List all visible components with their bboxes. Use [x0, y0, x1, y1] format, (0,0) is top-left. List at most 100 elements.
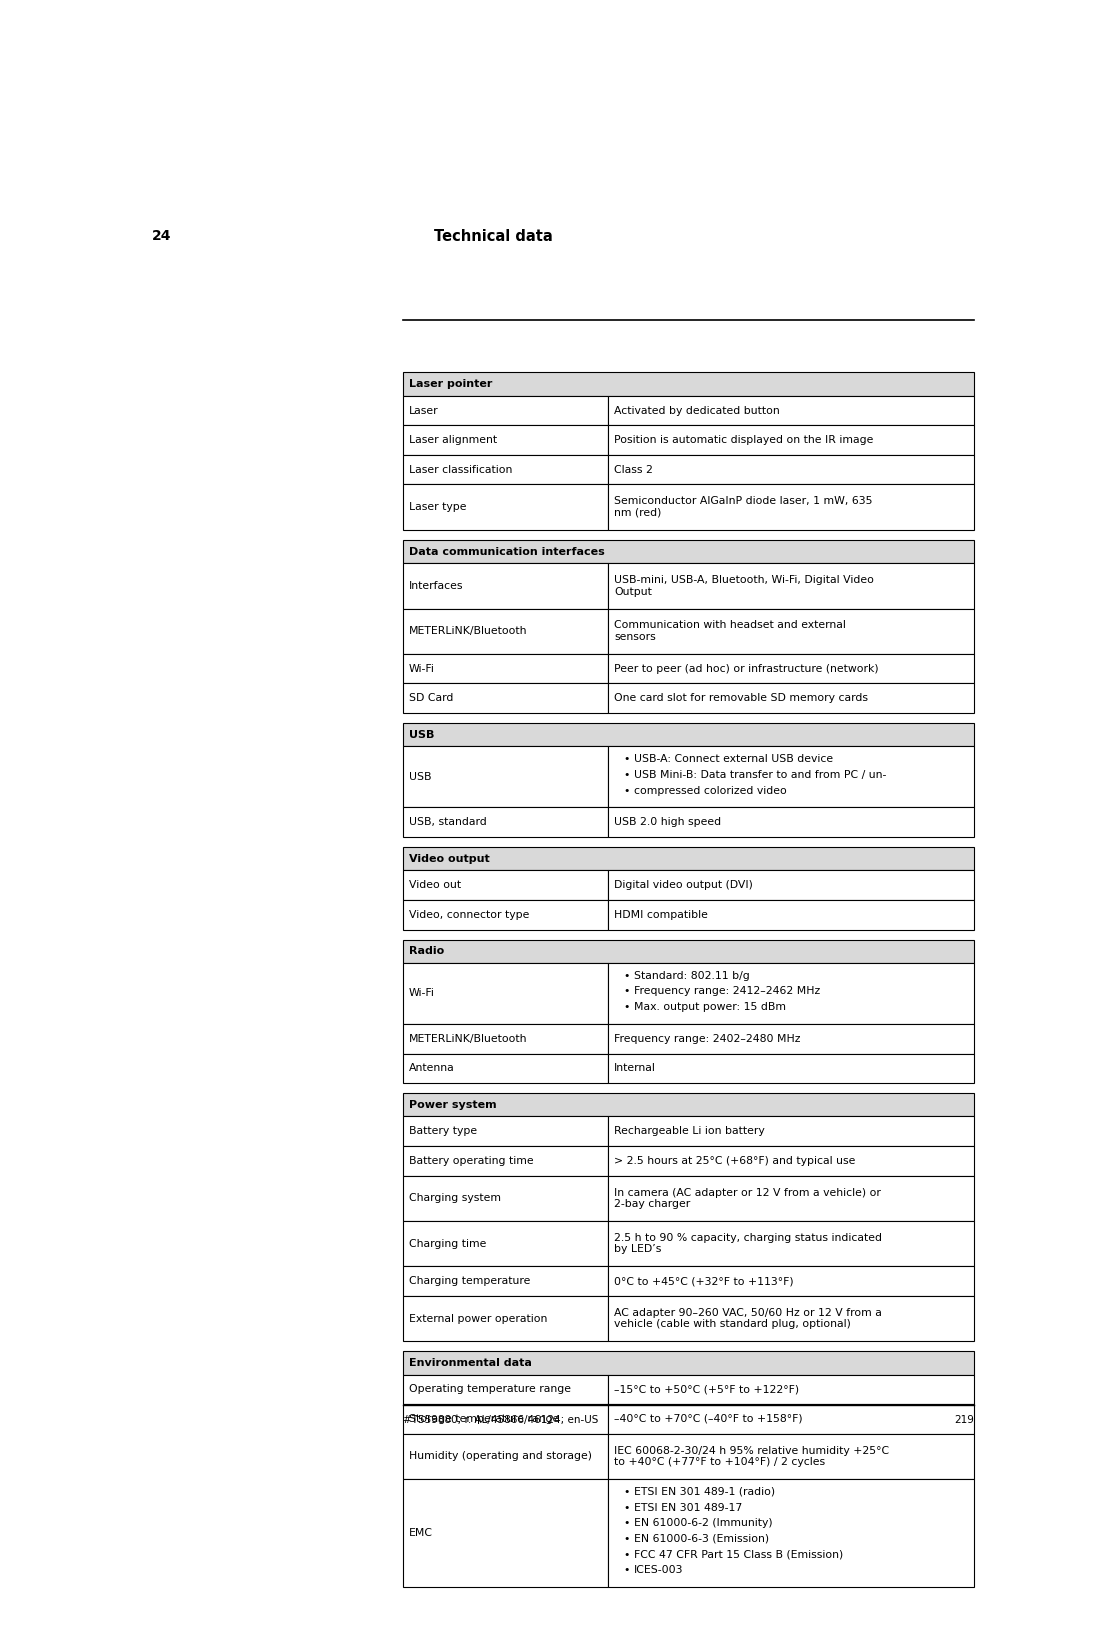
- Bar: [403, 540, 973, 562]
- Text: METERLiNK/Bluetooth: METERLiNK/Bluetooth: [409, 1033, 527, 1043]
- Bar: [608, 396, 973, 425]
- Text: Position is automatic displayed on the IR image: Position is automatic displayed on the I…: [615, 435, 874, 445]
- Bar: [403, 1297, 608, 1341]
- Text: Rechargeable Li ion battery: Rechargeable Li ion battery: [615, 1127, 765, 1136]
- Text: Activated by dedicated button: Activated by dedicated button: [615, 405, 780, 415]
- Bar: [608, 1297, 973, 1341]
- Bar: [608, 746, 973, 808]
- Text: FCC 47 CFR Part 15 Class B (Emission): FCC 47 CFR Part 15 Class B (Emission): [633, 1550, 843, 1560]
- Text: USB-A: Connect external USB device: USB-A: Connect external USB device: [633, 754, 833, 764]
- Bar: [608, 683, 973, 713]
- Text: compressed colorized video: compressed colorized video: [633, 785, 787, 796]
- Bar: [608, 1375, 973, 1404]
- Bar: [403, 808, 608, 837]
- Text: #T559880; r. AL/45866/46124; en-US: #T559880; r. AL/45866/46124; en-US: [403, 1414, 598, 1424]
- Text: Charging system: Charging system: [409, 1194, 501, 1203]
- Text: Wi-Fi: Wi-Fi: [409, 664, 435, 674]
- Text: USB 2.0 high speed: USB 2.0 high speed: [615, 818, 721, 827]
- Text: •: •: [624, 1550, 630, 1560]
- Text: Battery operating time: Battery operating time: [409, 1156, 534, 1166]
- Bar: [608, 484, 973, 530]
- Bar: [608, 1265, 973, 1297]
- Text: •: •: [624, 1503, 630, 1512]
- Bar: [403, 1117, 608, 1146]
- Bar: [403, 484, 608, 530]
- Text: Frequency range: 2412–2462 MHz: Frequency range: 2412–2462 MHz: [633, 986, 820, 996]
- Bar: [403, 847, 973, 870]
- Text: USB, standard: USB, standard: [409, 818, 487, 827]
- Bar: [608, 1146, 973, 1176]
- Text: One card slot for removable SD memory cards: One card slot for removable SD memory ca…: [615, 693, 868, 703]
- Bar: [403, 1265, 608, 1297]
- Text: USB: USB: [409, 772, 432, 782]
- Text: Technical data: Technical data: [434, 229, 553, 244]
- Bar: [608, 1176, 973, 1221]
- Text: AC adapter 90–260 VAC, 50/60 Hz or 12 V from a
vehicle (cable with standard plug: AC adapter 90–260 VAC, 50/60 Hz or 12 V …: [615, 1308, 882, 1329]
- Text: •: •: [624, 770, 630, 780]
- Bar: [608, 1221, 973, 1265]
- Text: Operating temperature range: Operating temperature range: [409, 1385, 571, 1395]
- Bar: [608, 1480, 973, 1588]
- Bar: [403, 1375, 608, 1404]
- Text: USB: USB: [409, 729, 434, 739]
- Text: Data communication interfaces: Data communication interfaces: [409, 546, 605, 556]
- Text: SD Card: SD Card: [409, 693, 453, 703]
- Bar: [403, 870, 608, 899]
- Text: Internal: Internal: [615, 1063, 657, 1073]
- Text: Class 2: Class 2: [615, 464, 653, 474]
- Bar: [403, 1404, 608, 1434]
- Bar: [403, 1480, 608, 1588]
- Bar: [403, 683, 608, 713]
- Bar: [608, 963, 973, 1024]
- Text: EN 61000-6-2 (Immunity): EN 61000-6-2 (Immunity): [633, 1519, 773, 1529]
- Bar: [403, 1351, 973, 1375]
- Bar: [403, 608, 608, 654]
- Bar: [403, 1221, 608, 1265]
- Text: Digital video output (DVI): Digital video output (DVI): [615, 880, 753, 889]
- Bar: [608, 1404, 973, 1434]
- Text: ETSI EN 301 489-17: ETSI EN 301 489-17: [633, 1503, 742, 1512]
- Text: –15°C to +50°C (+5°F to +122°F): –15°C to +50°C (+5°F to +122°F): [615, 1385, 799, 1395]
- Text: •: •: [624, 1565, 630, 1576]
- Text: 219: 219: [954, 1414, 973, 1424]
- Text: Max. output power: 15 dBm: Max. output power: 15 dBm: [633, 1002, 786, 1012]
- Text: Video out: Video out: [409, 880, 461, 889]
- Text: HDMI compatible: HDMI compatible: [615, 909, 708, 921]
- Bar: [608, 1117, 973, 1146]
- Text: Power system: Power system: [409, 1100, 496, 1110]
- Text: •: •: [624, 1534, 630, 1543]
- Bar: [403, 940, 973, 963]
- Text: 0°C to +45°C (+32°F to +113°F): 0°C to +45°C (+32°F to +113°F): [615, 1275, 794, 1287]
- Text: Frequency range: 2402–2480 MHz: Frequency range: 2402–2480 MHz: [615, 1033, 801, 1043]
- Bar: [608, 870, 973, 899]
- Bar: [608, 654, 973, 683]
- Text: In camera (AC adapter or 12 V from a vehicle) or
2-bay charger: In camera (AC adapter or 12 V from a veh…: [615, 1187, 881, 1210]
- Text: USB-mini, USB-A, Bluetooth, Wi-Fi, Digital Video
Output: USB-mini, USB-A, Bluetooth, Wi-Fi, Digit…: [615, 576, 875, 597]
- Bar: [403, 1053, 608, 1082]
- Text: Laser alignment: Laser alignment: [409, 435, 496, 445]
- Bar: [403, 899, 608, 930]
- Text: 2.5 h to 90 % capacity, charging status indicated
by LED’s: 2.5 h to 90 % capacity, charging status …: [615, 1233, 882, 1254]
- Text: ICES-003: ICES-003: [633, 1565, 684, 1576]
- Bar: [608, 425, 973, 455]
- Text: ETSI EN 301 489-1 (radio): ETSI EN 301 489-1 (radio): [633, 1486, 775, 1496]
- Text: Communication with headset and external
sensors: Communication with headset and external …: [615, 620, 846, 643]
- Text: 24: 24: [152, 229, 172, 244]
- Text: EMC: EMC: [409, 1529, 433, 1539]
- Text: EN 61000-6-3 (Emission): EN 61000-6-3 (Emission): [633, 1534, 769, 1543]
- Bar: [608, 1434, 973, 1480]
- Text: Standard: 802.11 b/g: Standard: 802.11 b/g: [633, 971, 750, 981]
- Text: Laser type: Laser type: [409, 502, 466, 512]
- Bar: [403, 723, 973, 746]
- Bar: [403, 1094, 973, 1117]
- Text: Environmental data: Environmental data: [409, 1359, 532, 1368]
- Text: •: •: [624, 1486, 630, 1496]
- Bar: [403, 373, 973, 396]
- Text: Peer to peer (ad hoc) or infrastructure (network): Peer to peer (ad hoc) or infrastructure …: [615, 664, 879, 674]
- Bar: [403, 1176, 608, 1221]
- Text: METERLiNK/Bluetooth: METERLiNK/Bluetooth: [409, 626, 527, 636]
- Text: Video, connector type: Video, connector type: [409, 909, 529, 921]
- Bar: [403, 1434, 608, 1480]
- Bar: [608, 608, 973, 654]
- Text: > 2.5 hours at 25°C (+68°F) and typical use: > 2.5 hours at 25°C (+68°F) and typical …: [615, 1156, 856, 1166]
